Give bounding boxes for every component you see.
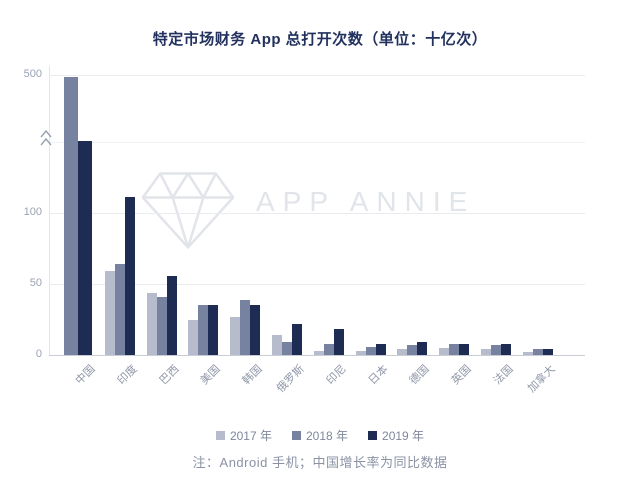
bar-韩国-2017年 — [230, 316, 241, 355]
legend-item-2017年: 2017 年 — [215, 427, 272, 444]
bar-韩国-2019年 — [250, 305, 261, 355]
bar-韩国-2018年 — [240, 299, 251, 355]
bar-印尼-2017年 — [313, 350, 324, 355]
bar-俄罗斯-2017年 — [272, 335, 282, 355]
bar-德国-2019年 — [417, 342, 428, 355]
bar-中国-2018年 — [64, 76, 78, 355]
bar-法国-2018年 — [491, 345, 501, 355]
x-label-日本: 日本 — [366, 363, 391, 388]
x-label-韩国: 韩国 — [240, 363, 265, 388]
bar-印度-2018年 — [114, 264, 125, 355]
x-label-加拿大: 加拿大 — [525, 363, 558, 395]
legend-item-2018年: 2018 年 — [291, 427, 349, 444]
app-annie-watermark: APP ANNIE — [256, 186, 476, 217]
legend-swatch — [215, 431, 225, 440]
bar-巴西-2019年 — [166, 275, 177, 355]
bar-美国-2019年 — [208, 305, 219, 355]
x-label-巴西: 巴西 — [157, 363, 182, 388]
bar-英国-2017年 — [439, 347, 450, 355]
bar-法国-2017年 — [481, 349, 491, 355]
bar-中国-2019年 — [78, 141, 92, 355]
bar-加拿大-2018年 — [532, 349, 543, 355]
gridline-500 — [49, 75, 585, 76]
chart-title: 特定市场财务 App 总打开次数（单位：十亿次） — [152, 31, 488, 48]
bar-英国-2019年 — [459, 343, 470, 355]
x-label-德国: 德国 — [407, 363, 433, 388]
x-label-英国: 英国 — [449, 363, 474, 388]
y-tick-0: 0 — [35, 348, 42, 360]
bar-俄罗斯-2018年 — [282, 342, 292, 355]
legend: 2017 年 2018 年 2019 年 — [0, 427, 640, 444]
x-label-印度: 印度 — [115, 363, 140, 388]
bar-巴西-2017年 — [146, 292, 157, 355]
bar-印尼-2018年 — [323, 343, 334, 355]
footnote: 注：Android 手机；中国增长率为同比数据 — [192, 455, 448, 470]
legend-label: 2019 年 — [382, 429, 425, 443]
bar-日本-2017年 — [355, 350, 366, 355]
bar-俄罗斯-2019年 — [292, 323, 302, 355]
bar-加拿大-2019年 — [542, 349, 553, 355]
x-label-印尼: 印尼 — [324, 363, 349, 388]
bar-印尼-2019年 — [333, 329, 344, 355]
y-tick-50: 50 — [29, 277, 42, 289]
bar-美国-2018年 — [198, 305, 209, 355]
bar-印度-2017年 — [104, 271, 115, 355]
bar-巴西-2018年 — [156, 296, 167, 355]
x-label-中国: 中国 — [73, 363, 98, 388]
gridline-0 — [49, 355, 585, 356]
bar-印度-2019年 — [124, 197, 135, 355]
legend-swatch — [291, 431, 301, 440]
bar-法国-2019年 — [501, 343, 511, 355]
gridline-break — [49, 142, 585, 143]
legend-swatch — [368, 431, 378, 440]
gridline-50 — [49, 284, 585, 285]
bar-德国-2018年 — [407, 345, 418, 355]
bar-美国-2017年 — [188, 319, 199, 355]
x-label-美国: 美国 — [198, 363, 224, 388]
bar-加拿大-2017年 — [522, 352, 533, 355]
legend-label: 2017 年 — [229, 429, 272, 443]
bar-日本-2018年 — [365, 346, 376, 355]
app-annie-gem-icon — [141, 172, 235, 249]
axis-break-icon — [40, 130, 52, 146]
y-tick-100: 100 — [23, 206, 42, 218]
x-label-法国: 法国 — [491, 363, 516, 388]
x-label-俄罗斯: 俄罗斯 — [274, 363, 307, 395]
bar-德国-2017年 — [397, 349, 408, 355]
y-axis-line — [49, 66, 50, 355]
y-tick-500: 500 — [23, 68, 42, 80]
legend-item-2019年: 2019 年 — [368, 427, 424, 444]
gridline-100 — [49, 213, 585, 214]
legend-label: 2018 年 — [305, 429, 349, 443]
bar-英国-2018年 — [449, 343, 460, 355]
bar-日本-2019年 — [375, 343, 386, 355]
